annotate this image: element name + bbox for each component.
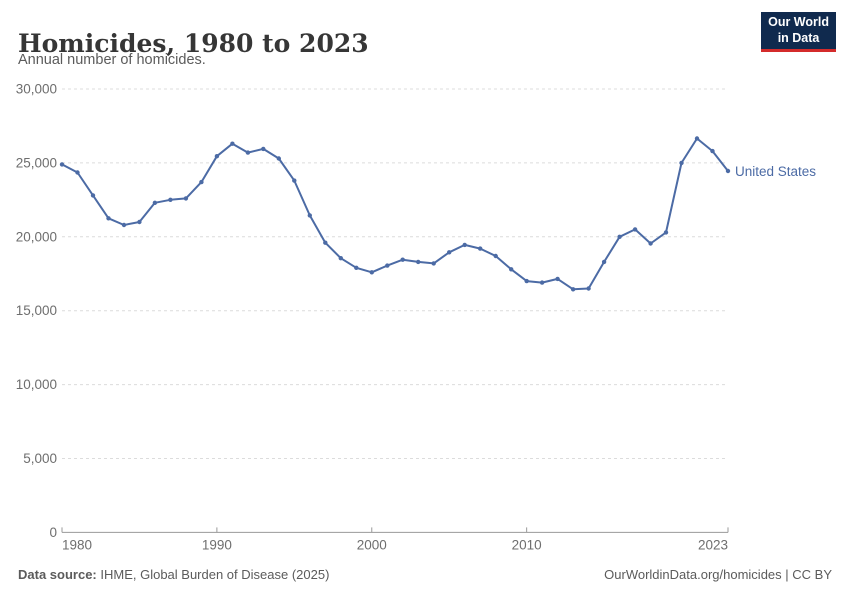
y-axis-tick-label: 0 [49,525,57,540]
data-point [292,178,297,183]
data-point [90,193,96,198]
page-title: Homicides, 1980 to 2023 [18,28,369,58]
data-point [152,200,158,205]
data-point [524,278,529,284]
data-point [555,276,560,282]
data-point [509,267,514,272]
data-point [400,257,405,262]
data-point [416,259,421,265]
data-source-note: Data source: IHME, Global Burden of Dise… [18,567,329,582]
data-point [493,253,498,259]
data-point [75,170,80,175]
data-point [710,148,715,154]
data-point [601,259,607,265]
y-axis-tick-label: 30,000 [16,82,57,97]
line-united-states [61,137,729,291]
footer-citation-link[interactable]: OurWorldinData.org/homicides | CC BY [604,567,832,582]
data-point [586,286,591,291]
y-axis-tick-label: 20,000 [16,229,57,244]
y-axis-tick-label: 25,000 [16,155,57,170]
data-point [679,160,684,166]
x-axis-tick-label: 1990 [202,537,232,552]
series-label-united-states: United States [735,164,816,179]
data-point [447,250,452,255]
data-point [694,136,700,141]
data-point [261,146,266,152]
x-axis-tick-label: 1980 [62,537,92,552]
data-point [199,179,204,185]
data-point [648,241,653,246]
data-point [570,287,576,292]
data-point [183,196,189,201]
data-point [121,222,127,228]
data-point [725,168,731,174]
data-point [59,162,65,167]
data-point [539,280,545,285]
data-point [214,154,220,159]
data-point [478,246,483,251]
x-axis-tick-label: 2010 [512,537,542,552]
data-point [354,265,359,270]
x-axis-tick-label: 2023 [698,537,728,552]
data-point [276,156,281,161]
data-point [369,270,374,275]
data-point [137,219,142,225]
data-point [462,242,467,248]
data-point [323,240,328,245]
data-point [307,213,312,218]
owid-logo[interactable]: Our World in Data [761,12,836,52]
y-axis-tick-label: 15,000 [16,303,57,318]
data-point [338,256,343,261]
data-point [632,227,638,232]
data-point [168,197,173,202]
data-point [431,261,436,266]
chart-subtitle: Annual number of homicides. [18,52,206,68]
chart-footer: Data source: IHME, Global Burden of Dise… [18,567,832,582]
x-axis-tick-label: 2000 [357,537,387,552]
data-point [617,234,622,239]
data-point [230,141,235,146]
owid-logo-line2: in Data [777,30,820,45]
data-source-text: IHME, Global Burden of Disease (2025) [96,567,330,582]
owid-logo-line1: Our World [768,15,829,29]
data-point [385,263,390,268]
data-source-label: Data source: [18,567,97,582]
data-point [663,230,669,235]
y-axis-tick-label: 10,000 [16,377,57,392]
data-point [245,150,251,155]
data-point [106,216,111,221]
y-axis-tick-label: 5,000 [23,451,57,466]
